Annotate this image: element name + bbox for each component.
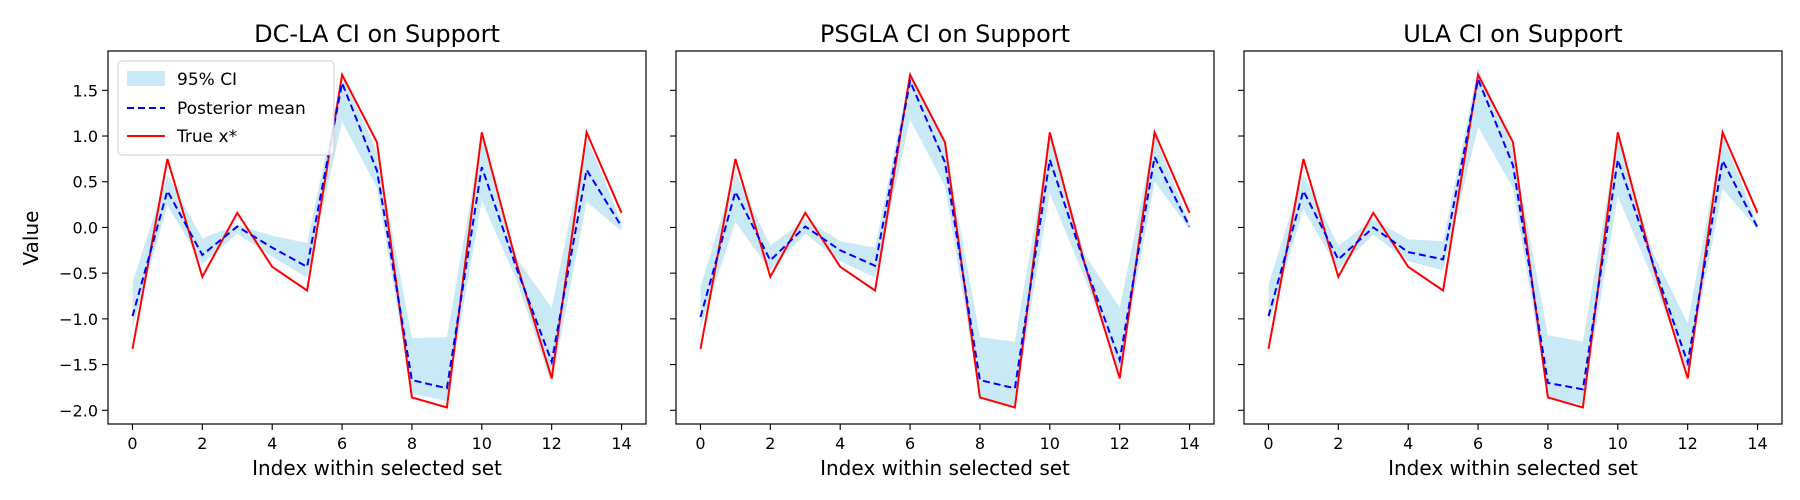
x-tick-label: 4 [267, 434, 277, 453]
x-tick-label: 6 [337, 434, 347, 453]
x-tick-label: 14 [611, 434, 631, 453]
true-x-line [131, 71, 623, 409]
legend-box [117, 60, 335, 156]
panel-title: ULA CI on Support [1403, 20, 1622, 48]
x-tick-label: 4 [1403, 434, 1413, 453]
plot-frame [1243, 50, 1783, 425]
x-tick-label: 14 [1747, 434, 1767, 453]
ci-band [700, 72, 1190, 406]
x-tick-label: 10 [472, 434, 492, 453]
x-tick-label: 8 [407, 434, 417, 453]
plot-frame [107, 50, 647, 425]
x-tick-label: 14 [1179, 434, 1199, 453]
x-tick-label: 2 [197, 434, 207, 453]
x-tick-label: 0 [695, 434, 705, 453]
x-tick-label: 12 [1109, 434, 1129, 453]
x-tick-label: 10 [1040, 434, 1060, 453]
ci-band [132, 74, 622, 402]
legend-label: Posterior mean [177, 99, 306, 119]
x-tick-label: 8 [975, 434, 985, 453]
legend-label: True x* [176, 127, 237, 147]
true-x-line [1267, 71, 1759, 409]
panel-title: DC-LA CI on Support [254, 20, 500, 48]
panel-2: 0 2 4 6 8 10 12 14 PSGLA CI on Support Index with… [670, 20, 1215, 480]
legend: 95% CI Posterior mean True x* [117, 60, 335, 156]
x-tick-label: 2 [765, 434, 775, 453]
x-tick-label: 6 [905, 434, 915, 453]
x-tick-label: 4 [835, 434, 845, 453]
x-tick-label: 0 [127, 434, 137, 453]
x-tick-label: 8 [1543, 434, 1553, 453]
y-tick-label: 0.0 [73, 218, 98, 237]
true-x-line [699, 71, 1191, 409]
y-tick-label: −1.5 [59, 356, 98, 375]
legend-swatch-ci [127, 71, 165, 86]
y-tick-label: −0.5 [59, 264, 98, 283]
y-axis-label: Value [19, 211, 43, 266]
y-tick-label: 1.5 [73, 81, 98, 100]
x-axis-label: Index within selected set [1388, 456, 1638, 480]
x-tick-label: 2 [1333, 434, 1343, 453]
x-axis-label: Index within selected set [252, 456, 502, 480]
panel-title: PSGLA CI on Support [820, 20, 1070, 48]
posterior-mean-line [131, 79, 623, 390]
panel-1: 0 2 4 6 8 10 12 14 −2.0 −1.5 −1.0 −0.5 0.0 0.5 1.0 1.5 D… [59, 20, 647, 480]
x-tick-label: 0 [1263, 434, 1273, 453]
x-tick-label: 10 [1608, 434, 1628, 453]
y-tick-label: −2.0 [59, 401, 98, 420]
ci-band [1268, 67, 1758, 405]
x-tick-label: 12 [1677, 434, 1697, 453]
panel-3: 0 2 4 6 8 10 12 14 ULA CI on Support Index within… [1238, 20, 1783, 480]
legend-label: 95% CI [177, 70, 237, 90]
x-tick-label: 12 [541, 434, 561, 453]
x-axis-label: Index within selected set [820, 456, 1070, 480]
posterior-mean-line [699, 77, 1191, 390]
y-tick-label: −1.0 [59, 310, 98, 329]
x-tick-label: 6 [1473, 434, 1483, 453]
posterior-mean-line [1267, 75, 1759, 391]
y-tick-label: 0.5 [73, 173, 98, 192]
y-tick-label: 1.0 [73, 127, 98, 146]
plot-frame [675, 50, 1215, 425]
